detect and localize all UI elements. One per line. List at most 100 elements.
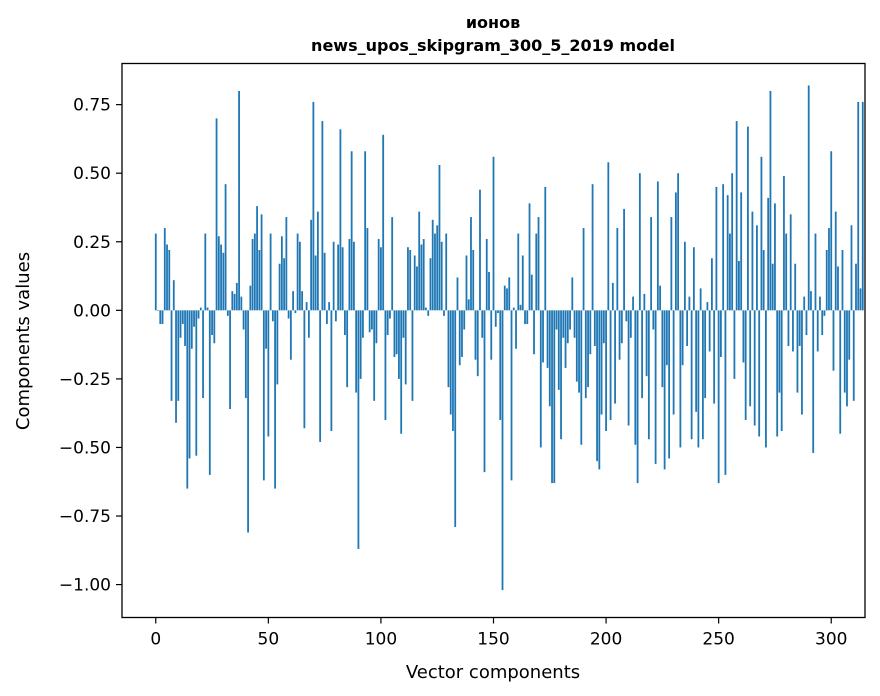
bar-144	[479, 189, 481, 311]
bar-4	[163, 228, 166, 311]
bar-73	[319, 310, 322, 442]
bar-288	[803, 296, 806, 311]
bar-17	[193, 310, 195, 327]
bar-11	[179, 310, 182, 338]
bar-38	[240, 296, 243, 311]
bar-314	[861, 101, 864, 311]
bar-110	[402, 310, 405, 338]
bar-137	[463, 310, 466, 330]
chart-title: ионов	[466, 13, 520, 32]
y-tick-label: 0.00	[73, 301, 111, 321]
bar-158	[510, 310, 513, 481]
bar-32	[226, 310, 229, 316]
bar-97	[373, 310, 376, 401]
bar-257	[733, 310, 736, 379]
bar-285	[796, 310, 799, 393]
bar-7	[170, 310, 173, 401]
bar-267	[756, 225, 758, 311]
bar-82	[339, 129, 342, 311]
bar-102	[384, 310, 387, 421]
bar-129	[445, 233, 448, 311]
y-tick-label: −1.00	[59, 576, 111, 596]
bar-174	[546, 310, 549, 368]
bar-142	[474, 310, 477, 360]
bar-54	[276, 310, 279, 385]
bar-108	[398, 310, 400, 379]
bar-301	[832, 310, 835, 371]
bar-128	[443, 310, 445, 316]
bar-274	[771, 263, 774, 311]
bar-40	[244, 310, 247, 399]
bar-266	[753, 310, 756, 426]
bar-200	[605, 310, 607, 431]
bar-236	[686, 310, 689, 346]
bar-269	[760, 156, 763, 311]
bar-72	[316, 211, 319, 311]
bar-55	[278, 263, 281, 311]
bar-206	[618, 310, 621, 360]
bar-233	[679, 310, 682, 448]
bar-161	[517, 233, 520, 311]
bar-117	[418, 211, 421, 311]
bar-247	[711, 258, 713, 311]
bar-135	[458, 310, 461, 366]
bar-26	[213, 310, 216, 344]
bar-148	[488, 271, 490, 311]
bar-146	[483, 310, 486, 473]
bar-190	[582, 228, 585, 311]
y-tick-label: −0.25	[59, 370, 111, 390]
bar-124	[434, 233, 436, 311]
bar-228	[668, 310, 671, 459]
bar-123	[431, 219, 434, 311]
bar-299	[828, 228, 830, 311]
bar-151	[494, 310, 497, 327]
bar-245	[706, 302, 709, 311]
bar-114	[411, 310, 414, 401]
bar-145	[481, 310, 484, 338]
bar-293	[814, 233, 817, 311]
bar-291	[810, 291, 812, 311]
bar-47	[260, 214, 263, 311]
bar-296	[821, 310, 824, 336]
bar-220	[650, 217, 653, 311]
x-tick-label: 250	[702, 630, 734, 650]
bar-229	[670, 217, 673, 311]
bar-308	[848, 310, 851, 360]
bar-176	[551, 310, 553, 484]
bar-34	[231, 291, 234, 311]
bar-171	[539, 310, 542, 448]
bar-0	[154, 233, 157, 311]
bar-265	[751, 211, 754, 311]
bar-75	[323, 252, 326, 311]
bar-64	[298, 241, 301, 311]
bar-90	[357, 310, 360, 549]
bar-141	[472, 250, 475, 311]
bar-152	[497, 310, 499, 314]
bar-44	[253, 233, 256, 311]
bar-271	[765, 310, 767, 448]
x-tick-label: 200	[590, 630, 622, 650]
bar-20	[199, 307, 202, 311]
bar-284	[794, 263, 797, 311]
bar-252	[722, 184, 725, 311]
bar-99	[377, 239, 380, 311]
bar-262	[744, 310, 747, 421]
bar-217	[643, 293, 646, 311]
bar-133	[454, 310, 457, 527]
bar-8	[172, 280, 175, 311]
bar-59	[287, 310, 290, 319]
bar-157	[508, 277, 511, 311]
bar-27	[215, 118, 218, 311]
bar-121	[427, 310, 430, 316]
bar-series	[154, 85, 864, 591]
bar-125	[436, 225, 439, 311]
bar-209	[625, 310, 628, 322]
x-tick-label: 100	[365, 630, 397, 650]
bar-156	[506, 288, 508, 311]
bar-62	[294, 310, 297, 314]
bar-58	[285, 217, 288, 311]
bar-22	[204, 233, 207, 311]
bar-167	[530, 274, 533, 311]
bar-41	[247, 310, 249, 533]
bar-242	[699, 288, 702, 311]
